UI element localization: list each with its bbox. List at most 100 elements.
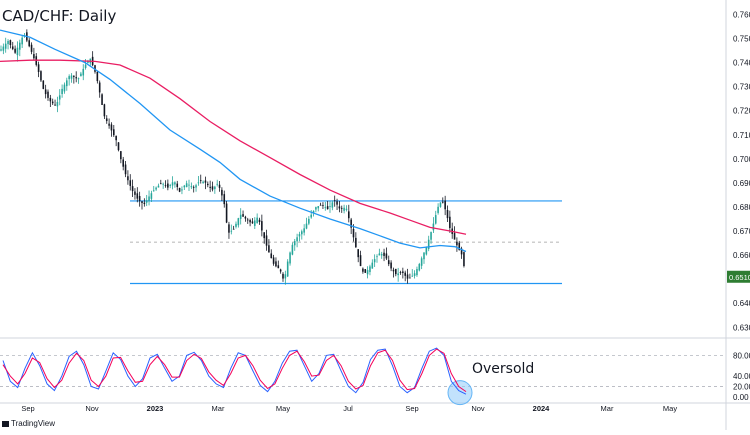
candle-body [430,232,432,240]
candle-body [329,206,331,207]
candle-body [272,257,275,264]
y-tick-label: 0.72000 [733,107,750,116]
candle-body [96,71,99,82]
candle-body [395,268,397,275]
candle-body [357,249,359,258]
candle-body [427,239,430,249]
chart-title: CAD/CHF: Daily [2,7,117,25]
y-tick-label: 0.69000 [733,179,750,188]
candle-body [404,272,406,276]
candle-body [352,229,355,238]
candle-body [432,223,435,231]
candle-body [237,218,240,226]
y-tick-label: 0.64000 [733,299,750,308]
candle-body [42,80,45,89]
candle-body [326,206,329,210]
candle-body [256,217,258,224]
candle-body [296,237,298,242]
candle-body [456,241,458,246]
candle-body [246,219,249,221]
candle-body [188,184,190,186]
candle-body [402,271,404,273]
candle-body [235,223,237,227]
candle-body [291,244,294,255]
candle-body [30,44,33,52]
candle-body [221,189,223,196]
y-tick-label: 0.66000 [733,251,750,260]
candle-body [120,151,122,160]
candle-body [204,180,207,183]
candle-body [183,185,186,188]
candle-body [270,253,273,259]
candle-body [242,214,244,217]
y-tick-label: 0.73000 [733,83,750,92]
candle-body [169,185,171,186]
candle-body [110,124,113,131]
candle-body [460,248,463,255]
candle-body [136,193,139,199]
candle-body [218,184,221,188]
candle-body [141,201,143,203]
candle-body [192,186,195,188]
candle-body [21,37,23,45]
candle-body [181,189,183,191]
candle-body [223,194,226,205]
candle-body [16,47,19,56]
x-tick-label: May [663,404,677,413]
candle-body [131,186,134,192]
candle-body [409,277,411,279]
candle-body [369,266,371,273]
oscillator-tick-label: 20.00 [733,382,750,391]
x-tick-label: 2024 [533,404,551,413]
candle-body [75,77,77,79]
candle-body [115,135,117,141]
candle-body [392,269,395,272]
oscillator-tick-label: 40.00 [733,372,750,381]
candle-body [348,211,350,219]
candle-body [148,196,150,201]
candle-body [143,202,146,205]
candle-body [129,180,132,186]
candle-body [207,183,209,186]
candle-body [190,186,193,188]
candle-body [425,246,428,255]
candle-body [145,200,148,203]
candle-body [51,101,54,104]
candle-body [315,207,317,210]
candle-body [284,274,287,279]
x-tick-label: Nov [85,404,99,413]
candle-body [14,48,16,53]
candle-body [380,254,383,256]
candle-body [413,273,416,276]
candle-body [310,214,312,218]
candle-body [211,186,214,190]
candle-body [150,193,153,199]
candle-body [0,49,2,51]
candle-body [228,224,230,233]
candle-body [303,228,305,233]
y-tick-label: 0.74000 [733,59,750,68]
candle-body [162,183,164,185]
candle-body [362,268,364,272]
candle-body [157,185,160,188]
candle-body [263,232,265,239]
candle-body [197,182,200,184]
candle-body [254,220,256,226]
candle-body [47,91,49,98]
candle-body [230,230,233,232]
y-tick-label: 0.70000 [733,155,750,164]
candle-body [411,275,414,277]
candle-body [289,252,291,264]
candle-body [214,186,216,190]
candle-body [7,40,9,45]
candle-body [98,82,101,93]
y-tick-label: 0.71000 [733,131,750,140]
candle-body [359,255,362,267]
candle-body [345,208,348,210]
candle-body [209,186,211,188]
candle-body [232,228,235,230]
candle-body [301,231,303,235]
